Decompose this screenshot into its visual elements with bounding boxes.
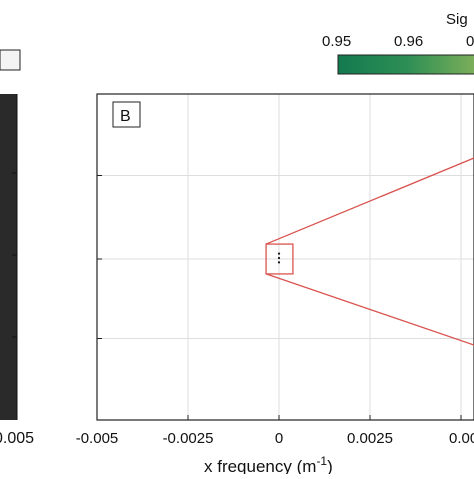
left-panel: 0.005 xyxy=(0,49,34,447)
panel-label-box xyxy=(112,101,141,128)
zoom-layer xyxy=(265,157,474,346)
colorbar-tick-2: 0 xyxy=(466,33,474,50)
colorbar-gradient xyxy=(337,54,474,75)
zoom-connector-top xyxy=(265,157,474,245)
x-tick-label: 0 xyxy=(275,430,283,447)
left-legend-box xyxy=(0,49,21,71)
colorbar-title: Sig xyxy=(446,11,468,28)
data-point xyxy=(277,256,281,260)
x-tick-label: 0.0025 xyxy=(347,430,393,447)
left-panel-image xyxy=(0,94,17,420)
colorbar: Sig 0.95 0.96 0 xyxy=(322,11,474,75)
x-axis-label-main: x frequency (m xyxy=(204,457,316,474)
grid-layer xyxy=(97,94,474,420)
zoom-connector-bottom xyxy=(265,273,474,346)
x-tick-label: -0.005 xyxy=(76,430,119,447)
left-x-tick-label: 0.005 xyxy=(0,430,34,447)
panel-label: B xyxy=(120,108,131,125)
x-axis-label: x frequency (m-1) xyxy=(204,454,333,474)
x-tick-label: 0.00 xyxy=(449,430,474,447)
x-tick-label: -0.0025 xyxy=(163,430,214,447)
x-axis-label-exponent: -1 xyxy=(316,454,327,468)
plot-frame xyxy=(96,93,474,421)
panel-b: -0.005 -0.0025 0 0.0025 0.00 B x frequency (… xyxy=(76,93,474,476)
x-axis-label-close: ) xyxy=(327,457,333,474)
tick-layer: -0.005 -0.0025 0 0.0025 0.00 xyxy=(76,175,474,447)
data-point xyxy=(277,252,281,255)
zoom-box xyxy=(265,243,294,275)
data-point xyxy=(277,261,281,264)
colorbar-tick-0: 0.95 xyxy=(322,33,351,50)
colorbar-tick-1: 0.96 xyxy=(394,33,423,50)
point-layer xyxy=(277,252,281,264)
